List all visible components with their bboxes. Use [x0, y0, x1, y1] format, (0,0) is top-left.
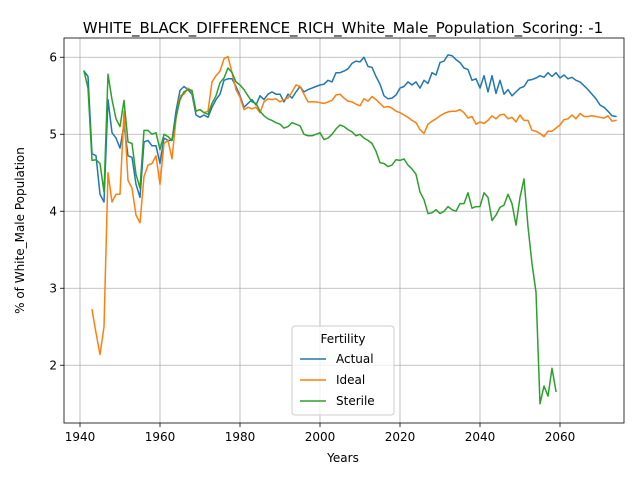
series-line-ideal	[91, 55, 617, 356]
x-tick-label: 1940	[65, 430, 96, 444]
y-tick-label: 5	[49, 127, 57, 141]
x-axis-label: Years	[326, 451, 359, 465]
y-tick-label: 3	[49, 281, 57, 295]
y-tick-label: 2	[49, 358, 57, 372]
series-line-sterile	[83, 67, 557, 405]
x-tick-label: 2000	[305, 430, 336, 444]
legend-title: Fertility	[320, 332, 365, 346]
legend-box	[291, 325, 395, 416]
x-axis: 1940 1960 1980 2000 2020 2040 2060	[65, 423, 576, 444]
legend-label-ideal: Ideal	[336, 373, 365, 387]
x-tick-label: 2060	[545, 430, 576, 444]
legend: Fertility Actual Ideal Sterile	[291, 325, 395, 416]
series-layer	[83, 54, 617, 405]
y-axis: 2 3 4 5 6	[49, 50, 64, 372]
chart-title: WHITE_BLACK_DIFFERENCE_RICH_White_Male_P…	[83, 19, 603, 38]
y-axis-label: % of White_Male Population	[13, 147, 27, 314]
x-tick-label: 2020	[385, 430, 416, 444]
x-tick-label: 2040	[465, 430, 496, 444]
legend-label-sterile: Sterile	[336, 394, 375, 408]
series-line-actual	[83, 54, 617, 203]
y-tick-label: 4	[49, 204, 57, 218]
x-tick-label: 1980	[225, 430, 256, 444]
legend-label-actual: Actual	[336, 352, 374, 366]
y-tick-label: 6	[49, 50, 57, 64]
grid-lines	[64, 38, 624, 423]
plot-frame	[63, 37, 625, 424]
x-tick-label: 1960	[145, 430, 176, 444]
